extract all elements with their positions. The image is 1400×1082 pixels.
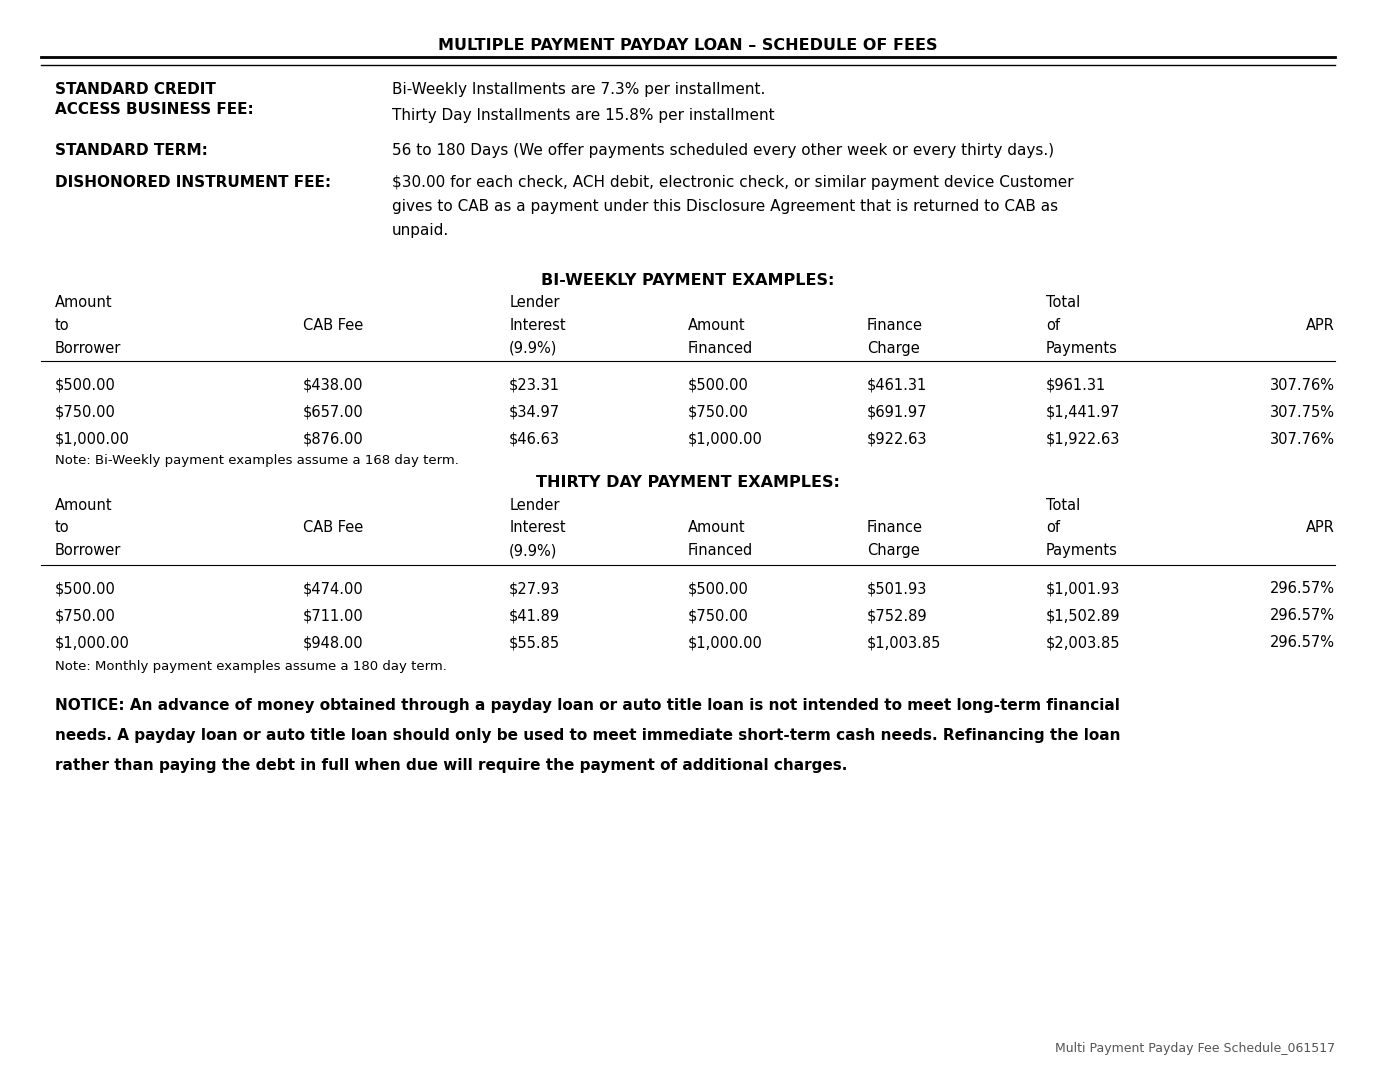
Text: Finance: Finance [867, 520, 923, 536]
Text: $961.31: $961.31 [1046, 378, 1106, 393]
Text: 296.57%: 296.57% [1270, 581, 1334, 596]
Text: $1,441.97: $1,441.97 [1046, 405, 1120, 420]
Text: BI-WEEKLY PAYMENT EXAMPLES:: BI-WEEKLY PAYMENT EXAMPLES: [542, 273, 834, 288]
Text: $657.00: $657.00 [302, 405, 364, 420]
Text: $34.97: $34.97 [510, 405, 560, 420]
Text: $1,000.00: $1,000.00 [687, 635, 763, 650]
Text: Borrower: Borrower [55, 341, 122, 356]
Text: $1,502.89: $1,502.89 [1046, 608, 1120, 623]
Text: $55.85: $55.85 [510, 635, 560, 650]
Text: $876.00: $876.00 [302, 432, 364, 447]
Text: $461.31: $461.31 [867, 378, 927, 393]
Text: 307.75%: 307.75% [1270, 405, 1334, 420]
Text: $750.00: $750.00 [55, 405, 116, 420]
Text: $500.00: $500.00 [687, 378, 749, 393]
Text: of: of [1046, 318, 1060, 333]
Text: $2,003.85: $2,003.85 [1046, 635, 1120, 650]
Text: $41.89: $41.89 [510, 608, 560, 623]
Text: DISHONORED INSTRUMENT FEE:: DISHONORED INSTRUMENT FEE: [55, 175, 332, 190]
Text: Lender: Lender [510, 498, 560, 513]
Text: CAB Fee: CAB Fee [302, 318, 363, 333]
Text: STANDARD CREDIT: STANDARD CREDIT [55, 82, 216, 97]
Text: Amount: Amount [55, 295, 112, 311]
Text: $1,001.93: $1,001.93 [1046, 581, 1120, 596]
Text: $750.00: $750.00 [687, 608, 749, 623]
Text: STANDARD TERM:: STANDARD TERM: [55, 143, 209, 158]
Text: APR: APR [1306, 318, 1334, 333]
Text: $500.00: $500.00 [55, 581, 116, 596]
Text: 296.57%: 296.57% [1270, 635, 1334, 650]
Text: unpaid.: unpaid. [392, 223, 449, 238]
Text: $27.93: $27.93 [510, 581, 560, 596]
Text: Total: Total [1046, 498, 1079, 513]
Text: $691.97: $691.97 [867, 405, 927, 420]
Text: (9.9%): (9.9%) [510, 543, 557, 558]
Text: $750.00: $750.00 [55, 608, 116, 623]
Text: Amount: Amount [687, 318, 746, 333]
Text: $1,000.00: $1,000.00 [55, 635, 130, 650]
Text: 296.57%: 296.57% [1270, 608, 1334, 623]
Text: Interest: Interest [510, 318, 566, 333]
Text: Amount: Amount [55, 498, 112, 513]
Text: $711.00: $711.00 [302, 608, 364, 623]
Text: MULTIPLE PAYMENT PAYDAY LOAN – SCHEDULE OF FEES: MULTIPLE PAYMENT PAYDAY LOAN – SCHEDULE … [438, 38, 938, 53]
Text: ACCESS BUSINESS FEE:: ACCESS BUSINESS FEE: [55, 102, 253, 117]
Text: Charge: Charge [867, 341, 920, 356]
Text: Multi Payment Payday Fee Schedule_061517: Multi Payment Payday Fee Schedule_061517 [1054, 1042, 1334, 1055]
Text: Thirty Day Installments are 15.8% per installment: Thirty Day Installments are 15.8% per in… [392, 108, 774, 123]
Text: 56 to 180 Days (We offer payments scheduled every other week or every thirty day: 56 to 180 Days (We offer payments schedu… [392, 143, 1054, 158]
Text: rather than paying the debt in full when due will require the payment of additio: rather than paying the debt in full when… [55, 758, 847, 774]
Text: $750.00: $750.00 [687, 405, 749, 420]
Text: $1,000.00: $1,000.00 [687, 432, 763, 447]
Text: Total: Total [1046, 295, 1079, 311]
Text: of: of [1046, 520, 1060, 536]
Text: needs. A payday loan or auto title loan should only be used to meet immediate sh: needs. A payday loan or auto title loan … [55, 728, 1120, 743]
Text: $1,922.63: $1,922.63 [1046, 432, 1120, 447]
Text: $438.00: $438.00 [302, 378, 363, 393]
Text: $1,000.00: $1,000.00 [55, 432, 130, 447]
Text: Bi-Weekly Installments are 7.3% per installment.: Bi-Weekly Installments are 7.3% per inst… [392, 82, 766, 97]
Text: 307.76%: 307.76% [1270, 378, 1334, 393]
Text: $1,003.85: $1,003.85 [867, 635, 941, 650]
Text: Lender: Lender [510, 295, 560, 311]
Text: $500.00: $500.00 [687, 581, 749, 596]
Text: Note: Bi-Weekly payment examples assume a 168 day term.: Note: Bi-Weekly payment examples assume … [55, 454, 459, 467]
Text: Payments: Payments [1046, 341, 1117, 356]
Text: to: to [55, 318, 70, 333]
Text: $500.00: $500.00 [55, 378, 116, 393]
Text: 307.76%: 307.76% [1270, 432, 1334, 447]
Text: $474.00: $474.00 [302, 581, 364, 596]
Text: Borrower: Borrower [55, 543, 122, 558]
Text: $30.00 for each check, ACH debit, electronic check, or similar payment device Cu: $30.00 for each check, ACH debit, electr… [392, 175, 1074, 190]
Text: THIRTY DAY PAYMENT EXAMPLES:: THIRTY DAY PAYMENT EXAMPLES: [536, 475, 840, 490]
Text: Financed: Financed [687, 543, 753, 558]
Text: APR: APR [1306, 520, 1334, 536]
Text: Charge: Charge [867, 543, 920, 558]
Text: CAB Fee: CAB Fee [302, 520, 363, 536]
Text: Interest: Interest [510, 520, 566, 536]
Text: Payments: Payments [1046, 543, 1117, 558]
Text: $752.89: $752.89 [867, 608, 928, 623]
Text: gives to CAB as a payment under this Disclosure Agreement that is returned to CA: gives to CAB as a payment under this Dis… [392, 199, 1058, 214]
Text: Amount: Amount [687, 520, 746, 536]
Text: (9.9%): (9.9%) [510, 341, 557, 356]
Text: Finance: Finance [867, 318, 923, 333]
Text: Note: Monthly payment examples assume a 180 day term.: Note: Monthly payment examples assume a … [55, 660, 447, 673]
Text: NOTICE: An advance of money obtained through a payday loan or auto title loan is: NOTICE: An advance of money obtained thr… [55, 698, 1120, 713]
Text: $501.93: $501.93 [867, 581, 927, 596]
Text: $46.63: $46.63 [510, 432, 560, 447]
Text: $922.63: $922.63 [867, 432, 927, 447]
Text: $23.31: $23.31 [510, 378, 560, 393]
Text: to: to [55, 520, 70, 536]
Text: Financed: Financed [687, 341, 753, 356]
Text: $948.00: $948.00 [302, 635, 364, 650]
